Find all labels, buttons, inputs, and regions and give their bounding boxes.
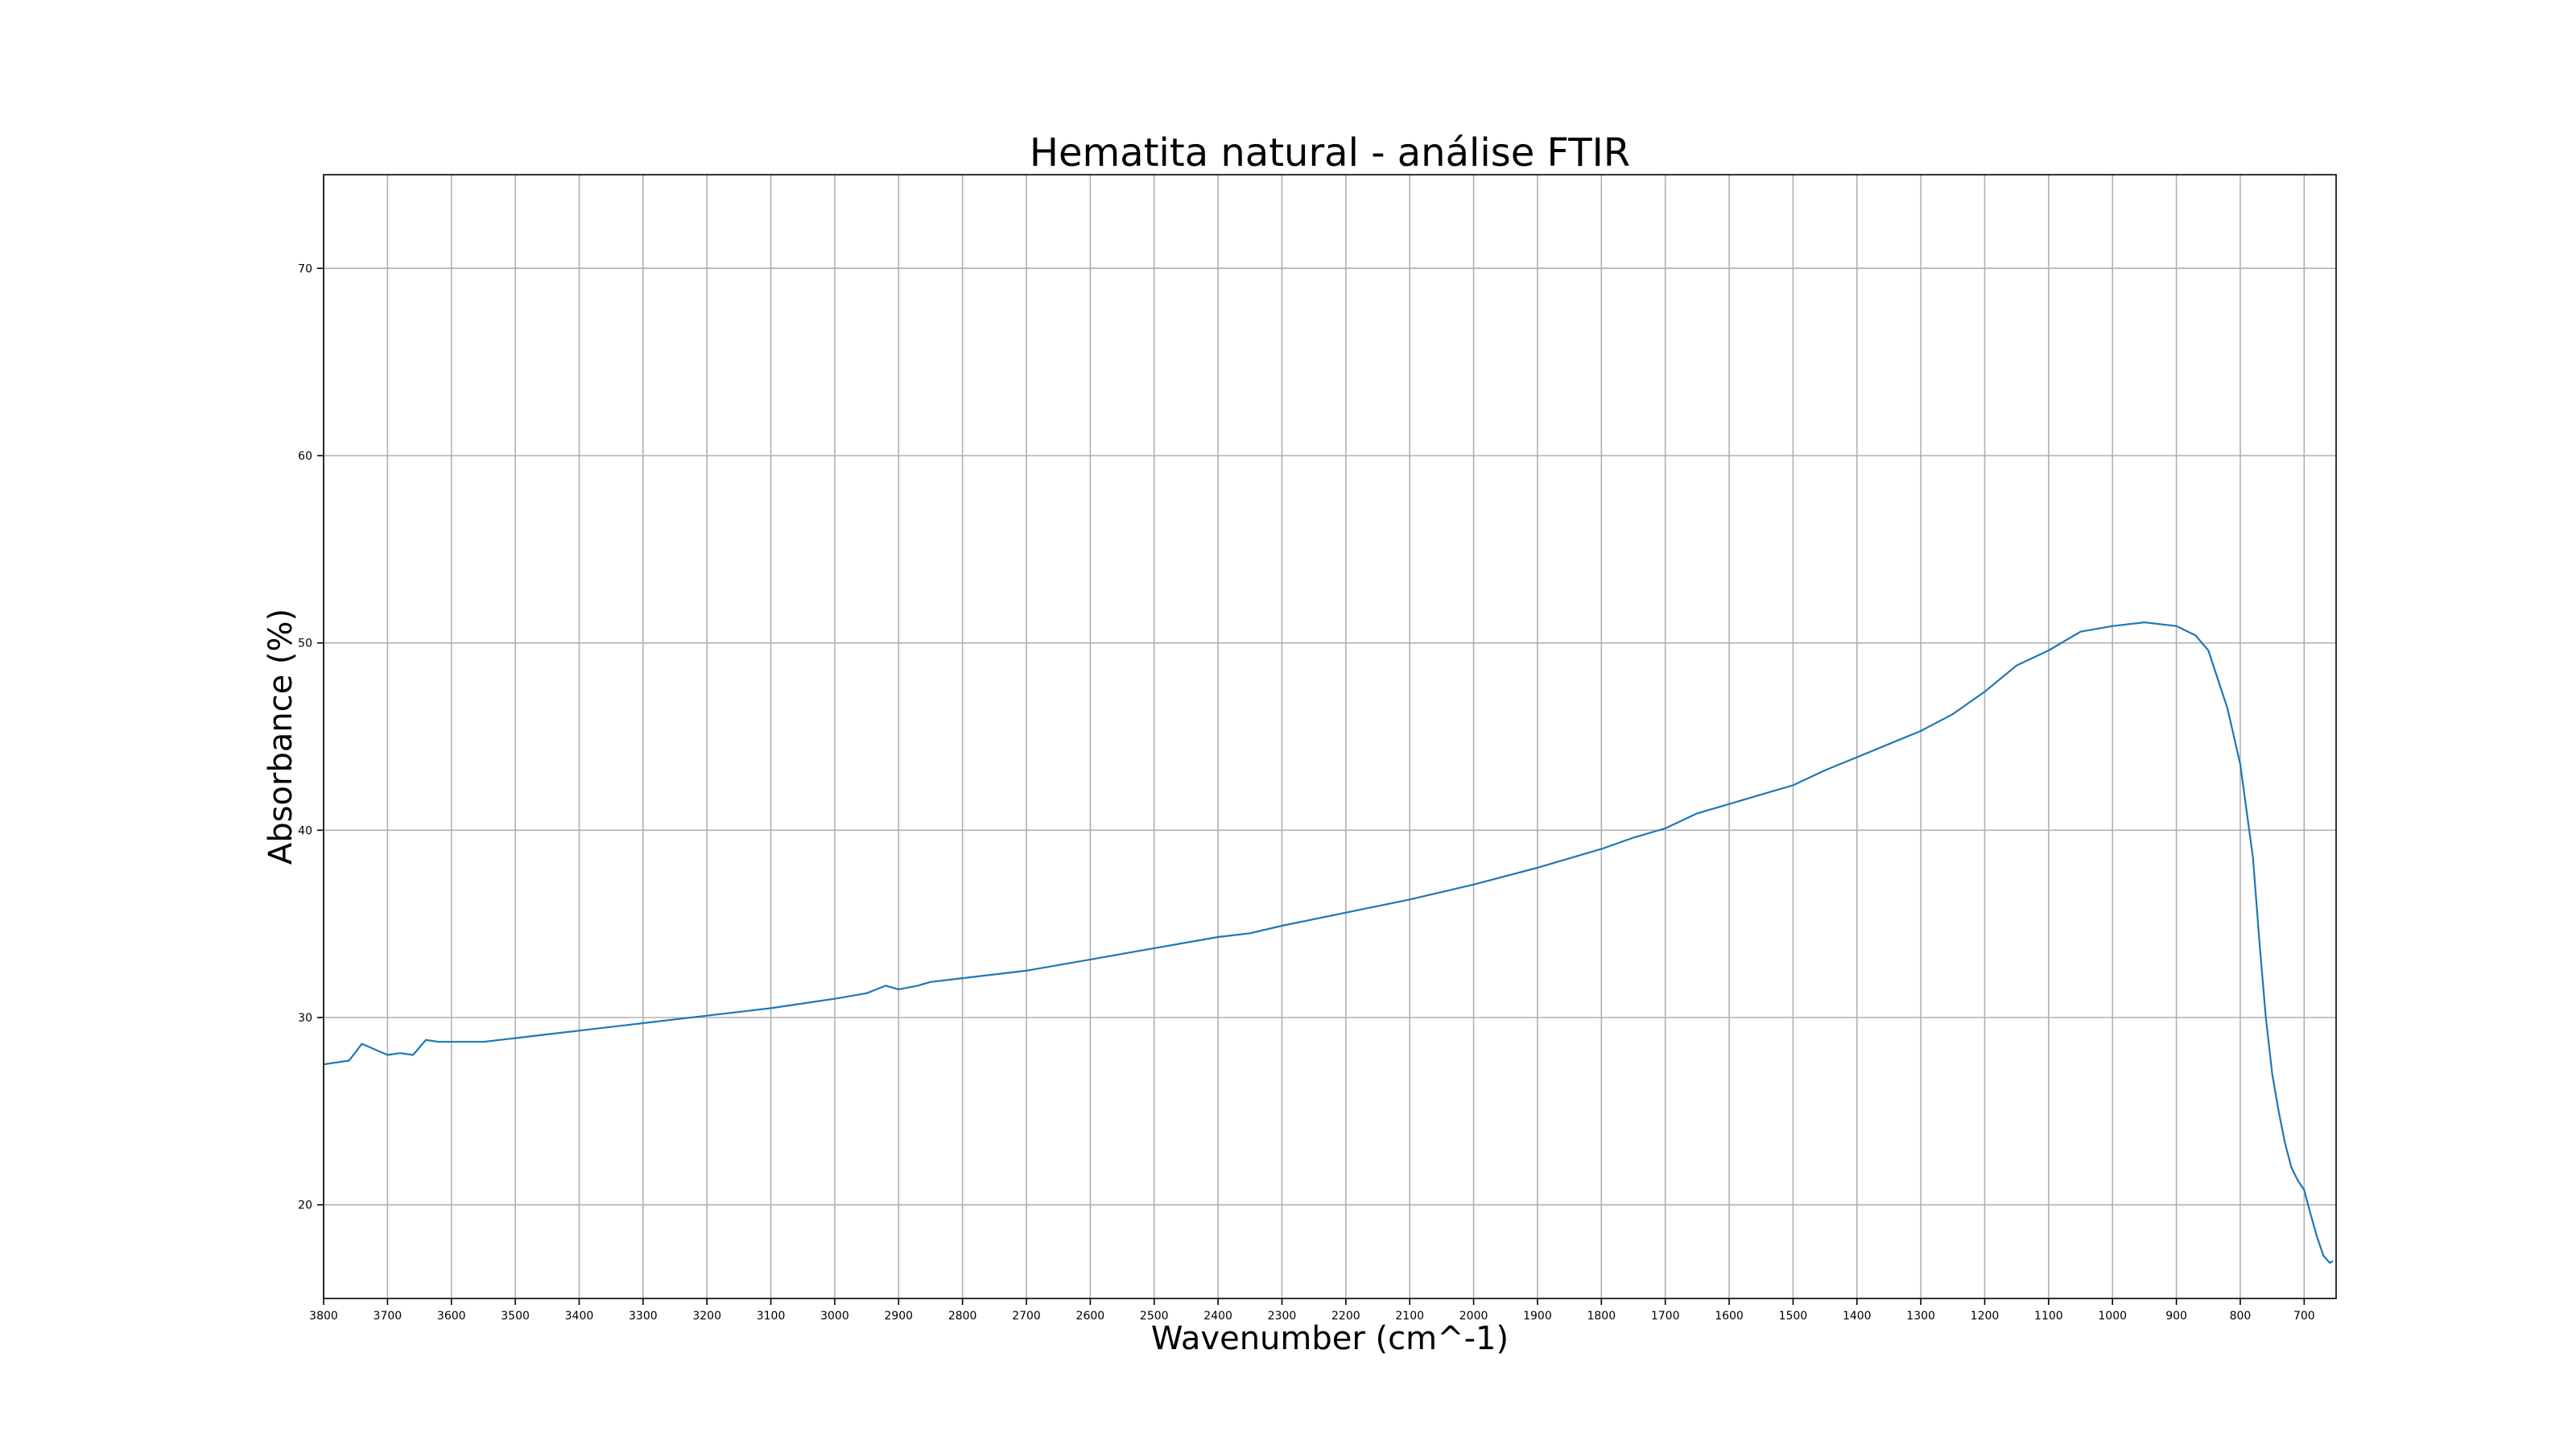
x-tick-label: 2100 [1395, 1310, 1424, 1323]
y-tick-label: 30 [298, 1012, 312, 1025]
x-tick-label: 2300 [1268, 1310, 1297, 1323]
x-tick-label: 1300 [1906, 1310, 1935, 1323]
x-tick-label: 1700 [1651, 1310, 1680, 1323]
y-tick-label: 40 [298, 824, 312, 837]
series-area [323, 621, 2334, 1264]
plot-frame [323, 174, 2337, 1299]
x-tick-label: 3100 [757, 1310, 786, 1323]
x-tick-label: 2500 [1140, 1310, 1169, 1323]
y-tick-label: 60 [298, 450, 312, 463]
y-tick-label: 50 [298, 638, 312, 650]
absorbance-series-line [323, 621, 2334, 1264]
y-tick-label: 70 [298, 262, 312, 275]
x-tick-label: 2800 [948, 1310, 977, 1323]
x-tick-label: 2400 [1203, 1310, 1232, 1323]
x-tick-label: 800 [2230, 1310, 2252, 1323]
x-tick-label: 3800 [309, 1310, 338, 1323]
x-tick-label: 3300 [629, 1310, 658, 1323]
x-tick-label: 2600 [1076, 1310, 1105, 1323]
x-tick-label: 2900 [884, 1310, 913, 1323]
x-tick-label: 3400 [565, 1310, 594, 1323]
x-tick-label: 1200 [1971, 1310, 2000, 1323]
x-tick-label: 3600 [437, 1310, 466, 1323]
x-tick-label: 1800 [1587, 1310, 1616, 1323]
x-tick-label: 1100 [2034, 1310, 2063, 1323]
x-tick-label: 900 [2165, 1310, 2187, 1323]
x-tick-label: 1400 [1843, 1310, 1872, 1323]
y-tick-label: 20 [298, 1199, 312, 1212]
x-axis-label: Wavenumber (cm^-1) [1151, 1320, 1509, 1357]
x-tick-label: 3000 [820, 1310, 849, 1323]
x-tick-label: 3200 [692, 1310, 721, 1323]
chart-title: Hematita natural - análise FTIR [1030, 130, 1630, 175]
grid [323, 175, 2336, 1298]
x-tick-label: 2700 [1012, 1310, 1041, 1323]
x-tick-label: 2200 [1331, 1310, 1360, 1323]
x-tick-label: 3500 [501, 1310, 530, 1323]
x-tick-label: 1900 [1523, 1310, 1552, 1323]
y-axis-label: Absorbance (%) [262, 609, 299, 865]
x-tick-label: 1600 [1715, 1310, 1744, 1323]
ticks: 3800 3700 3600 3500 3400 3300 3200 3100 3000 2900… [298, 262, 2315, 1323]
x-tick-label: 2000 [1459, 1310, 1488, 1323]
x-tick-label: 700 [2293, 1310, 2315, 1323]
x-tick-label: 1500 [1779, 1310, 1808, 1323]
x-tick-label: 3700 [374, 1310, 402, 1323]
x-tick-label: 1000 [2098, 1310, 2127, 1323]
